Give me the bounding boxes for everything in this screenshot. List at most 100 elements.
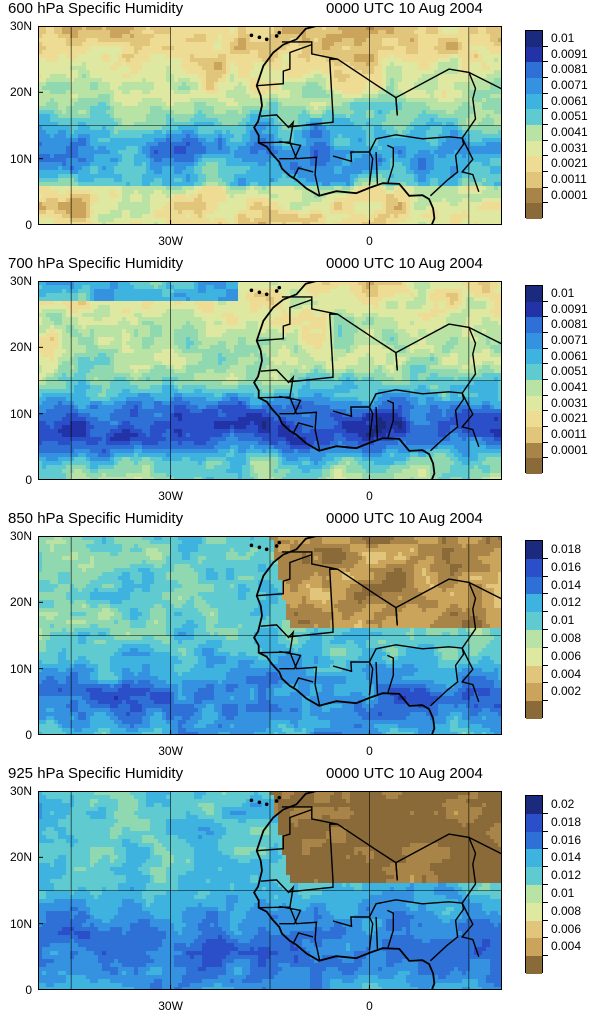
country-border: [387, 654, 394, 693]
island: [264, 292, 269, 297]
island: [264, 802, 269, 807]
colorbar-segment: [526, 541, 542, 560]
island: [277, 540, 282, 545]
colorbar-segment: [526, 156, 542, 173]
colorbar-segment: [526, 885, 542, 904]
country-border: [256, 553, 313, 597]
colorbar-segment: [526, 665, 542, 684]
colorbar-label: 0.008: [551, 905, 581, 917]
country-border: [395, 323, 477, 394]
colorbar-segment: [526, 701, 542, 720]
country-border: [289, 58, 398, 128]
lat-tick-label: 0: [25, 729, 32, 741]
colorbar-label: 0.0021: [551, 412, 588, 424]
country-border: [281, 296, 338, 315]
colorbar-label: 0.0021: [551, 157, 588, 169]
colorbar-tick: [543, 937, 548, 939]
country-border: [387, 144, 394, 183]
colorbar: [525, 285, 543, 475]
colorbar-segment: [526, 203, 542, 220]
colorbar-tick: [543, 61, 548, 63]
colorbar-segment: [526, 140, 542, 157]
country-border: [460, 137, 480, 193]
humidity-field: [38, 26, 502, 225]
colorbar-segment: [526, 172, 542, 189]
colorbar-label: 0.0001: [551, 189, 588, 201]
colorbar-segment: [526, 380, 542, 397]
colorbar-tick: [543, 457, 548, 459]
coastline: [253, 536, 436, 735]
panel-time: 0000 UTC 10 Aug 2004: [326, 510, 483, 528]
colorbar-label: 0.0071: [551, 79, 588, 91]
colorbar-segment: [526, 442, 542, 459]
colorbar-tick: [543, 611, 548, 613]
country-border: [468, 71, 502, 90]
island: [257, 290, 262, 295]
colorbar-label: 0.02: [551, 798, 574, 810]
country-border: [332, 151, 374, 186]
colorbar-segment: [526, 938, 542, 957]
colorbar-segment: [526, 364, 542, 381]
colorbar-segment: [526, 62, 542, 79]
country-border: [375, 661, 379, 694]
humidity-field-map: [38, 791, 502, 990]
lat-tick-label: 30N: [10, 785, 32, 797]
colorbar-segment: [526, 93, 542, 110]
country-border: [292, 932, 314, 944]
grid-lines: [38, 791, 502, 990]
colorbar-segment: [526, 109, 542, 126]
map-frame: [38, 791, 502, 990]
country-border: [279, 140, 302, 160]
country-border: [387, 909, 394, 948]
colorbar-segment: [526, 78, 542, 95]
panel-title: 850 hPa Specific Humidity: [8, 510, 183, 528]
grid-lines: [38, 536, 502, 735]
colorbar-label: 0.016: [551, 834, 581, 846]
colorbar-tick: [543, 830, 548, 832]
country-border: [289, 651, 321, 706]
country-border: [281, 41, 338, 60]
colorbar-segment: [526, 630, 542, 649]
lon-tick-label: 0: [366, 1000, 373, 1012]
country-border: [256, 808, 313, 852]
island: [257, 35, 262, 40]
colorbar-label: 0.01: [551, 614, 574, 626]
grid-lines: [38, 281, 502, 480]
colorbar-tick: [543, 441, 548, 443]
map-plot: [38, 536, 502, 735]
island: [264, 547, 269, 552]
island: [274, 34, 279, 38]
country-border: [292, 422, 314, 434]
colorbar-label: 0.018: [551, 816, 581, 828]
colorbar-tick: [543, 379, 548, 380]
colorbar-label: 0.0031: [551, 142, 588, 154]
country-border: [279, 395, 302, 415]
colorbar-segment: [526, 920, 542, 939]
colorbar-label: 0.008: [551, 632, 581, 644]
colorbar-tick: [543, 347, 548, 349]
country-border: [256, 43, 313, 87]
lat-tick-label: 10N: [10, 918, 32, 930]
colorbar-label: 0.0051: [551, 110, 588, 122]
colorbar-label: 0.016: [551, 561, 581, 573]
country-border: [292, 167, 314, 179]
colorbar-tick: [543, 629, 548, 630]
colorbar-label: 0.01: [551, 287, 574, 299]
country-border: [332, 661, 374, 696]
colorbar-label: 0.0091: [551, 303, 588, 315]
colorbar-segment: [526, 187, 542, 204]
colorbar-label: 0.004: [551, 668, 581, 680]
colorbar-tick: [543, 363, 548, 365]
colorbar-tick: [543, 848, 548, 850]
lat-tick-label: 20N: [10, 851, 32, 863]
panel-title: 700 hPa Specific Humidity: [8, 255, 183, 273]
lon-tick-label: 30W: [158, 235, 183, 247]
humidity-panel: 925 hPa Specific Humidity 0000 UTC 10 Aug…: [0, 765, 600, 1020]
lat-tick-label: 0: [25, 984, 32, 996]
colorbar-tick: [543, 919, 548, 921]
colorbar-label: 0.0081: [551, 318, 588, 330]
colorbar-segment: [526, 348, 542, 365]
colorbar-label: 0.0081: [551, 63, 588, 75]
grid-lines: [38, 26, 502, 225]
colorbar-tick: [543, 682, 548, 684]
